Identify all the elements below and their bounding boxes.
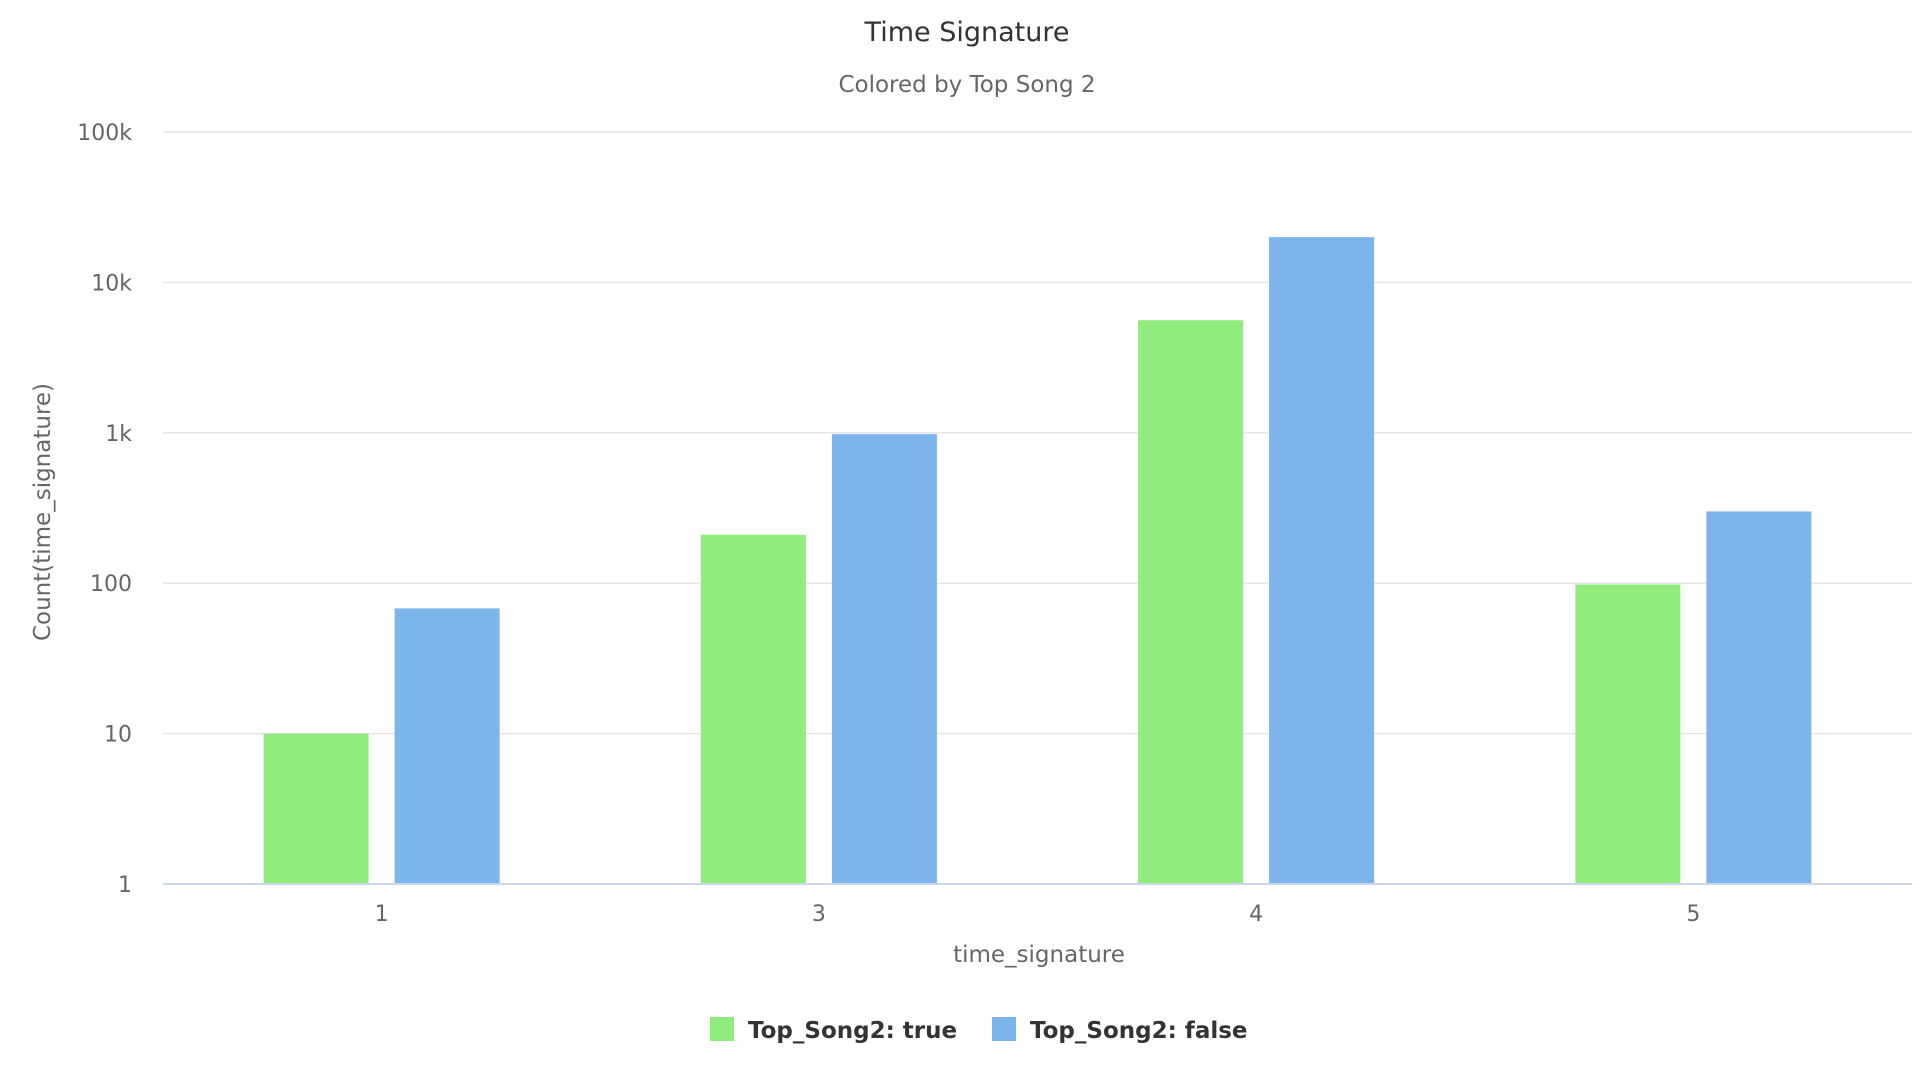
legend-label: Top_Song2: true <box>748 1018 957 1044</box>
x-tick-label: 4 <box>1249 902 1263 927</box>
y-tick-label: 1 <box>118 873 132 898</box>
legend-swatch <box>992 1017 1016 1041</box>
bar[interactable] <box>700 534 806 884</box>
bar[interactable] <box>1269 237 1375 884</box>
bars <box>263 237 1812 884</box>
x-axis-title: time_signature <box>953 942 1125 968</box>
legend-swatch <box>710 1017 734 1041</box>
y-tick-label: 10 <box>104 723 132 748</box>
x-tick-label: 1 <box>375 902 389 927</box>
y-axis-ticks: 1 10 100 1k 10k 100k <box>77 121 132 898</box>
bar[interactable] <box>1138 320 1244 884</box>
bar[interactable] <box>831 434 937 884</box>
chart-title: Time Signature <box>864 17 1070 48</box>
x-axis-ticks: 1 3 4 5 <box>375 902 1701 927</box>
y-tick-label: 100k <box>77 121 132 146</box>
y-tick-label: 10k <box>91 271 132 296</box>
bar[interactable] <box>263 733 369 884</box>
chart-subtitle: Colored by Top Song 2 <box>838 72 1095 98</box>
x-tick-label: 3 <box>812 902 826 927</box>
legend-item[interactable]: Top_Song2: true <box>710 1017 957 1044</box>
y-tick-label: 100 <box>90 572 132 597</box>
y-axis-title: Count(time_signature) <box>30 383 56 641</box>
legend-item[interactable]: Top_Song2: false <box>992 1017 1248 1044</box>
bar[interactable] <box>394 608 500 884</box>
legend[interactable]: Top_Song2: true Top_Song2: false <box>710 1017 1248 1044</box>
y-tick-label: 1k <box>105 422 132 447</box>
bar[interactable] <box>1575 584 1681 884</box>
x-tick-label: 5 <box>1686 902 1700 927</box>
legend-label: Top_Song2: false <box>1030 1018 1248 1044</box>
bar[interactable] <box>1706 511 1812 884</box>
